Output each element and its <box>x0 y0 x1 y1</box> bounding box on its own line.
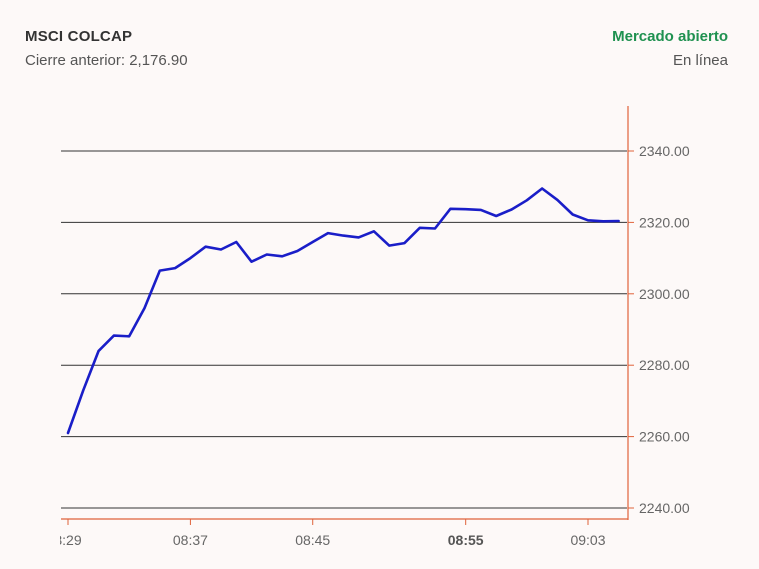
data-point <box>174 267 176 269</box>
data-point <box>128 335 130 337</box>
data-point <box>296 250 298 252</box>
data-point <box>587 219 589 221</box>
data-point <box>281 255 283 257</box>
data-point <box>235 241 237 243</box>
x-tick-label: 09:03 <box>570 532 605 548</box>
y-tick-label: 2340.00 <box>639 143 690 159</box>
feed-mode: En línea <box>672 52 728 69</box>
series-line <box>66 187 620 435</box>
y-tick-label: 2280.00 <box>639 357 690 373</box>
market-status: Mercado abierto <box>612 28 728 45</box>
data-point <box>113 334 115 337</box>
data-point <box>572 213 574 216</box>
data-point <box>556 199 559 201</box>
label-clip-mask <box>0 530 60 555</box>
header-right: Mercado abierto En línea <box>612 28 728 69</box>
x-tick-label: 08:45 <box>295 532 330 548</box>
x-tick-label: 08:37 <box>173 532 208 548</box>
data-point <box>602 220 604 222</box>
header-left: MSCI COLCAP Cierre anterior: 2,176.90 <box>25 28 188 69</box>
data-point <box>617 220 620 222</box>
y-tick-label: 2260.00 <box>639 429 690 445</box>
data-point <box>480 209 482 211</box>
data-point <box>205 246 207 248</box>
data-point <box>419 227 421 229</box>
data-point <box>373 230 375 232</box>
data-point <box>495 215 497 217</box>
data-point <box>67 432 69 434</box>
data-point <box>510 208 513 211</box>
data-point <box>143 307 146 309</box>
data-point <box>159 269 161 272</box>
data-point <box>98 350 100 352</box>
data-point <box>434 227 436 230</box>
y-tick-label: 2320.00 <box>639 214 690 230</box>
data-point <box>541 187 543 190</box>
x-tick-label: 8:29 <box>54 532 81 548</box>
data-point <box>403 242 406 244</box>
data-point <box>449 208 451 210</box>
y-tick-label: 2240.00 <box>639 500 690 516</box>
data-point <box>327 232 329 234</box>
data-point <box>82 389 84 391</box>
x-tick-label: 08:55 <box>448 532 484 548</box>
previous-close: Cierre anterior: 2,176.90 <box>25 52 188 69</box>
data-point <box>220 248 222 251</box>
data-point <box>358 236 360 238</box>
data-point <box>266 253 268 256</box>
y-tick-label: 2300.00 <box>639 286 690 302</box>
data-point <box>526 199 528 201</box>
data-point <box>388 245 390 247</box>
data-point <box>465 208 467 210</box>
index-title: MSCI COLCAP <box>25 28 133 45</box>
data-point <box>312 241 314 243</box>
data-point <box>189 257 192 259</box>
data-point <box>342 235 344 237</box>
data-point <box>250 261 253 263</box>
